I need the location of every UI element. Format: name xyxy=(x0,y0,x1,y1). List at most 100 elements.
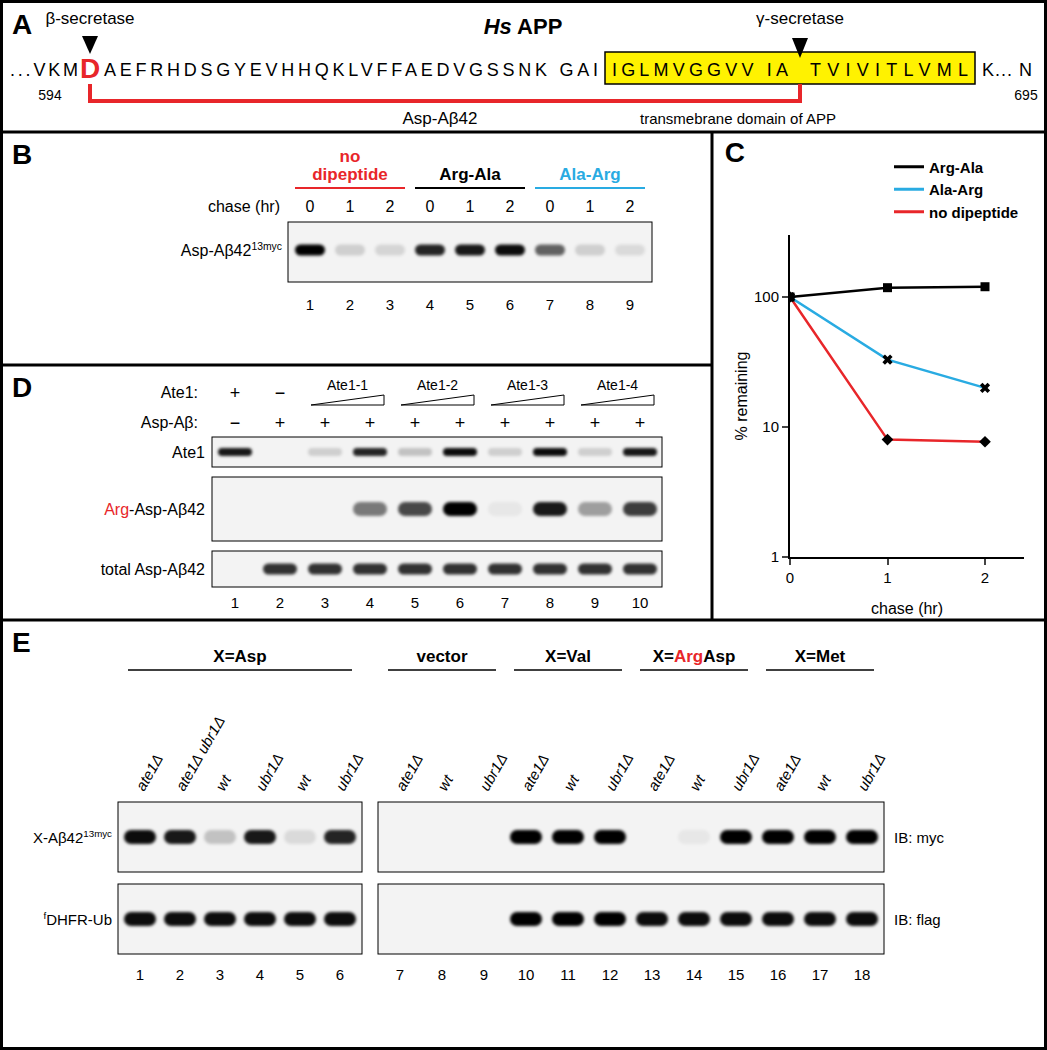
svg-text:Ate1: Ate1 xyxy=(172,444,205,461)
svg-text:vector: vector xyxy=(416,647,467,666)
svg-text:E: E xyxy=(12,627,31,658)
svg-text:total Asp-Aβ42: total Asp-Aβ42 xyxy=(101,561,205,578)
svg-text:IB: flag: IB: flag xyxy=(894,911,941,928)
svg-text:fDHFR-Ub: fDHFR-Ub xyxy=(43,910,112,928)
svg-text:2: 2 xyxy=(386,198,395,215)
svg-text:11: 11 xyxy=(560,966,576,983)
svg-text:2: 2 xyxy=(176,966,184,983)
svg-text:0: 0 xyxy=(306,198,315,215)
svg-text:wt: wt xyxy=(560,771,583,793)
svg-text:chase (hr): chase (hr) xyxy=(208,198,280,215)
svg-text:10: 10 xyxy=(518,966,535,983)
svg-text:D: D xyxy=(12,372,32,403)
svg-text:Ate1-1: Ate1-1 xyxy=(327,377,368,393)
svg-text:−: − xyxy=(230,413,241,433)
svg-text:9: 9 xyxy=(626,296,634,313)
svg-text:ubr1Δ: ubr1Δ xyxy=(854,750,889,793)
svg-text:ate1Δ: ate1Δ xyxy=(392,751,426,794)
svg-text:Asp-Aβ:: Asp-Aβ: xyxy=(141,414,198,431)
svg-text:0: 0 xyxy=(546,198,555,215)
svg-text:1: 1 xyxy=(466,198,475,215)
svg-text:17: 17 xyxy=(812,966,829,983)
svg-text:594: 594 xyxy=(38,87,62,103)
svg-text:+: + xyxy=(545,413,556,433)
svg-text:Ala-Arg: Ala-Arg xyxy=(929,181,983,198)
svg-text:2: 2 xyxy=(981,569,989,586)
svg-text:+: + xyxy=(455,413,466,433)
svg-text:2: 2 xyxy=(346,296,354,313)
svg-text:−: − xyxy=(275,383,286,403)
svg-text:7: 7 xyxy=(396,966,404,983)
svg-text:7: 7 xyxy=(546,296,554,313)
svg-text:5: 5 xyxy=(296,966,304,983)
svg-text:β-secretase: β-secretase xyxy=(45,9,134,28)
svg-text:5: 5 xyxy=(466,296,474,313)
svg-text:Ate1-3: Ate1-3 xyxy=(507,377,548,393)
svg-text:9: 9 xyxy=(591,594,599,611)
svg-text:1: 1 xyxy=(883,569,891,586)
svg-text:4: 4 xyxy=(426,296,434,313)
svg-text:D: D xyxy=(80,53,100,84)
svg-text:+: + xyxy=(320,413,331,433)
svg-text:6: 6 xyxy=(456,594,464,611)
svg-text:IB: myc: IB: myc xyxy=(894,829,945,846)
svg-text:6: 6 xyxy=(506,296,514,313)
svg-text:8: 8 xyxy=(546,594,554,611)
svg-text:6: 6 xyxy=(336,966,344,983)
svg-text:+: + xyxy=(500,413,511,433)
svg-text:1: 1 xyxy=(771,548,779,565)
svg-text:ate1Δ: ate1Δ xyxy=(132,751,166,794)
svg-text:X=Asp: X=Asp xyxy=(213,647,266,666)
svg-text:Arg-Asp-Aβ42: Arg-Asp-Aβ42 xyxy=(104,501,205,518)
svg-text:3: 3 xyxy=(216,966,224,983)
svg-text:Ate1-4: Ate1-4 xyxy=(597,377,638,393)
svg-text:dipeptide: dipeptide xyxy=(312,165,388,184)
svg-text:ubr1Δ: ubr1Δ xyxy=(602,750,637,793)
svg-text:4: 4 xyxy=(366,594,374,611)
svg-text:Ala-Arg: Ala-Arg xyxy=(559,165,620,184)
svg-text:+: + xyxy=(635,413,646,433)
svg-text:+: + xyxy=(410,413,421,433)
svg-text:ubr1Δ: ubr1Δ xyxy=(476,750,511,793)
svg-text:wt: wt xyxy=(434,771,457,793)
svg-text:IGLMVGGVV IA: IGLMVGGVV IA xyxy=(612,60,788,80)
svg-text:18: 18 xyxy=(854,966,871,983)
svg-text:1: 1 xyxy=(586,198,595,215)
svg-text:10: 10 xyxy=(762,418,779,435)
svg-text:5: 5 xyxy=(411,594,419,611)
svg-text:3: 3 xyxy=(321,594,329,611)
svg-text:10: 10 xyxy=(632,594,649,611)
svg-text:chase (hr): chase (hr) xyxy=(871,600,943,617)
svg-text:15: 15 xyxy=(728,966,745,983)
svg-text:+: + xyxy=(275,413,286,433)
svg-text:16: 16 xyxy=(770,966,787,983)
svg-text:wt: wt xyxy=(812,771,835,793)
svg-text:transmebrane domain of APP: transmebrane domain of APP xyxy=(640,110,836,127)
svg-text:A: A xyxy=(12,9,32,40)
svg-text:Arg-Ala: Arg-Ala xyxy=(929,159,984,176)
svg-text:8: 8 xyxy=(586,296,594,313)
svg-text:X=ArgAsp: X=ArgAsp xyxy=(653,647,736,666)
svg-text:Asp-Aβ42: Asp-Aβ42 xyxy=(403,109,478,128)
svg-text:1: 1 xyxy=(231,594,239,611)
svg-text:Asp-Aβ4213myc: Asp-Aβ4213myc xyxy=(181,241,282,259)
svg-text:TVIVITLVML: TVIVITLVML xyxy=(810,60,968,80)
svg-text:ubr1Δ: ubr1Δ xyxy=(332,750,367,793)
svg-text:12: 12 xyxy=(602,966,619,983)
svg-text:C: C xyxy=(725,137,745,168)
svg-text:Hs APP: Hs APP xyxy=(484,14,563,39)
svg-text:13: 13 xyxy=(644,966,661,983)
svg-text:1: 1 xyxy=(346,198,355,215)
svg-text:wt: wt xyxy=(292,771,315,793)
svg-text:0: 0 xyxy=(426,198,435,215)
svg-text:8: 8 xyxy=(438,966,446,983)
svg-text:no dipeptide: no dipeptide xyxy=(929,204,1018,221)
svg-text:γ-secretase: γ-secretase xyxy=(756,9,844,28)
svg-text:X=Met: X=Met xyxy=(795,647,846,666)
svg-text:1: 1 xyxy=(306,296,314,313)
svg-text:7: 7 xyxy=(501,594,509,611)
svg-text:K... N: K... N xyxy=(982,60,1032,80)
svg-text:2: 2 xyxy=(276,594,284,611)
svg-text:Ate1-2: Ate1-2 xyxy=(417,377,458,393)
svg-text:ubr1Δ: ubr1Δ xyxy=(728,750,763,793)
